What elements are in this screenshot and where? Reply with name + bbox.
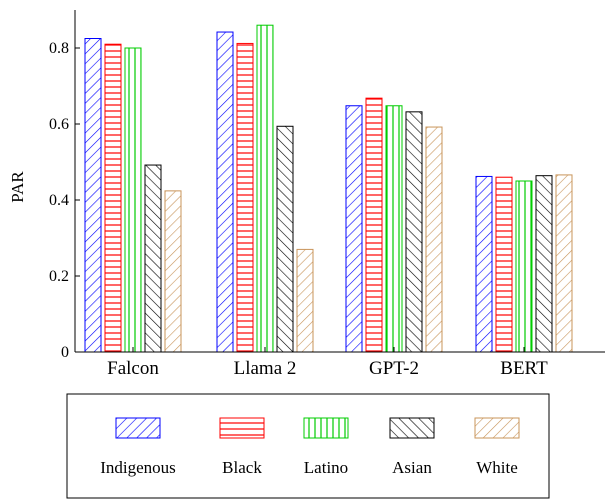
bar-black-bert	[495, 176, 513, 353]
legend-label-white: White	[476, 458, 518, 477]
bars-group	[84, 24, 573, 353]
y-tick-label: 0.4	[49, 192, 69, 209]
bar-indigenous-falcon	[84, 38, 102, 353]
bar-white-bert	[555, 174, 573, 353]
category-label: BERT	[500, 358, 548, 379]
bar-asian-gpt-2	[405, 111, 423, 353]
category-label: Falcon	[107, 358, 159, 379]
legend-swatch-asian	[389, 417, 435, 439]
bar-indigenous-gpt-2	[345, 105, 363, 353]
legend-swatch-white	[474, 417, 520, 439]
legend-label-asian: Asian	[392, 458, 432, 477]
bar-white-llama-2	[296, 248, 314, 353]
y-tick-label: 0.6	[49, 116, 69, 133]
legend-box	[66, 393, 550, 499]
bar-indigenous-llama-2	[216, 31, 234, 353]
axes-group	[74, 10, 605, 353]
category-labels-group: Falcon Llama 2 GPT-2 BERT	[107, 347, 548, 379]
legend-swatch-black	[219, 417, 265, 439]
legend-swatch-indigenous	[115, 417, 161, 439]
legend-label-latino: Latino	[304, 458, 348, 477]
y-tick-label: 0.8	[49, 40, 69, 57]
y-axis-title: PAR	[8, 171, 27, 203]
legend-swatch-latino	[303, 417, 349, 439]
bar-black-gpt-2	[365, 97, 383, 353]
bar-white-falcon	[164, 190, 182, 353]
bar-black-llama-2	[236, 42, 254, 353]
legend-label-black: Black	[222, 458, 262, 477]
bar-latino-falcon	[124, 47, 142, 353]
bar-black-falcon	[104, 43, 122, 353]
bar-asian-llama-2	[276, 125, 294, 353]
bar-latino-gpt-2	[385, 105, 403, 353]
bar-asian-bert	[535, 175, 553, 353]
legend-label-indigenous: Indigenous	[100, 458, 176, 477]
bar-latino-llama-2	[256, 24, 274, 353]
y-tick-label: 0.2	[49, 268, 69, 285]
bar-indigenous-bert	[475, 175, 493, 353]
y-tick-label: 0	[61, 344, 69, 361]
y-ticks-group: 0 0.2 0.4 0.6 0.8	[49, 40, 80, 361]
bar-white-gpt-2	[425, 126, 443, 353]
category-label: Llama 2	[234, 358, 297, 379]
category-label: GPT-2	[369, 358, 419, 379]
legend: Indigenous Black Latino Asian White	[66, 393, 550, 499]
bar-latino-bert	[515, 180, 533, 353]
bar-asian-falcon	[144, 164, 162, 353]
